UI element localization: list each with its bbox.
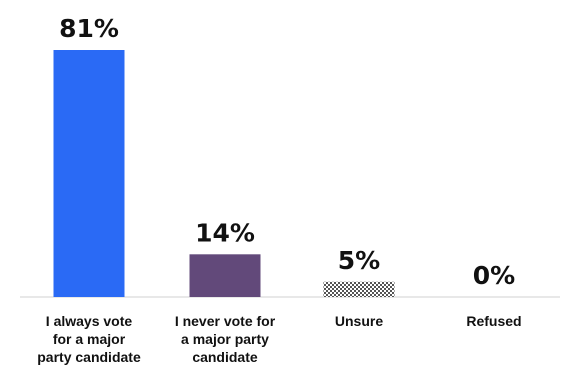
value-label-3: 0% <box>473 261 515 290</box>
bar-0 <box>53 50 125 297</box>
category-label-line: Unsure <box>335 313 383 329</box>
value-labels-group: 81% 14% 5% 0% <box>59 14 515 290</box>
category-label-line: candidate <box>192 349 258 365</box>
bar-1 <box>189 254 261 297</box>
value-label-1: 14% <box>195 218 255 247</box>
value-label-0: 81% <box>59 14 119 43</box>
category-label-line: Refused <box>466 313 521 329</box>
bar-2 <box>323 281 395 297</box>
category-label-2: Unsure <box>335 313 383 329</box>
category-label-line: I always vote <box>46 313 133 329</box>
category-label-line: a major party <box>181 331 269 347</box>
category-labels-group: I always vote for a major party candidateI… <box>37 313 521 365</box>
category-label-line: party candidate <box>37 349 141 365</box>
value-label-2: 5% <box>338 246 380 275</box>
category-label-3: Refused <box>466 313 521 329</box>
category-label-line: I never vote for <box>175 313 276 329</box>
category-label-1: I never vote for a major party candidate <box>175 313 276 365</box>
bars-group <box>53 50 395 297</box>
category-label-0: I always vote for a major party candidate <box>37 313 141 365</box>
category-label-line: for a major <box>53 331 126 347</box>
